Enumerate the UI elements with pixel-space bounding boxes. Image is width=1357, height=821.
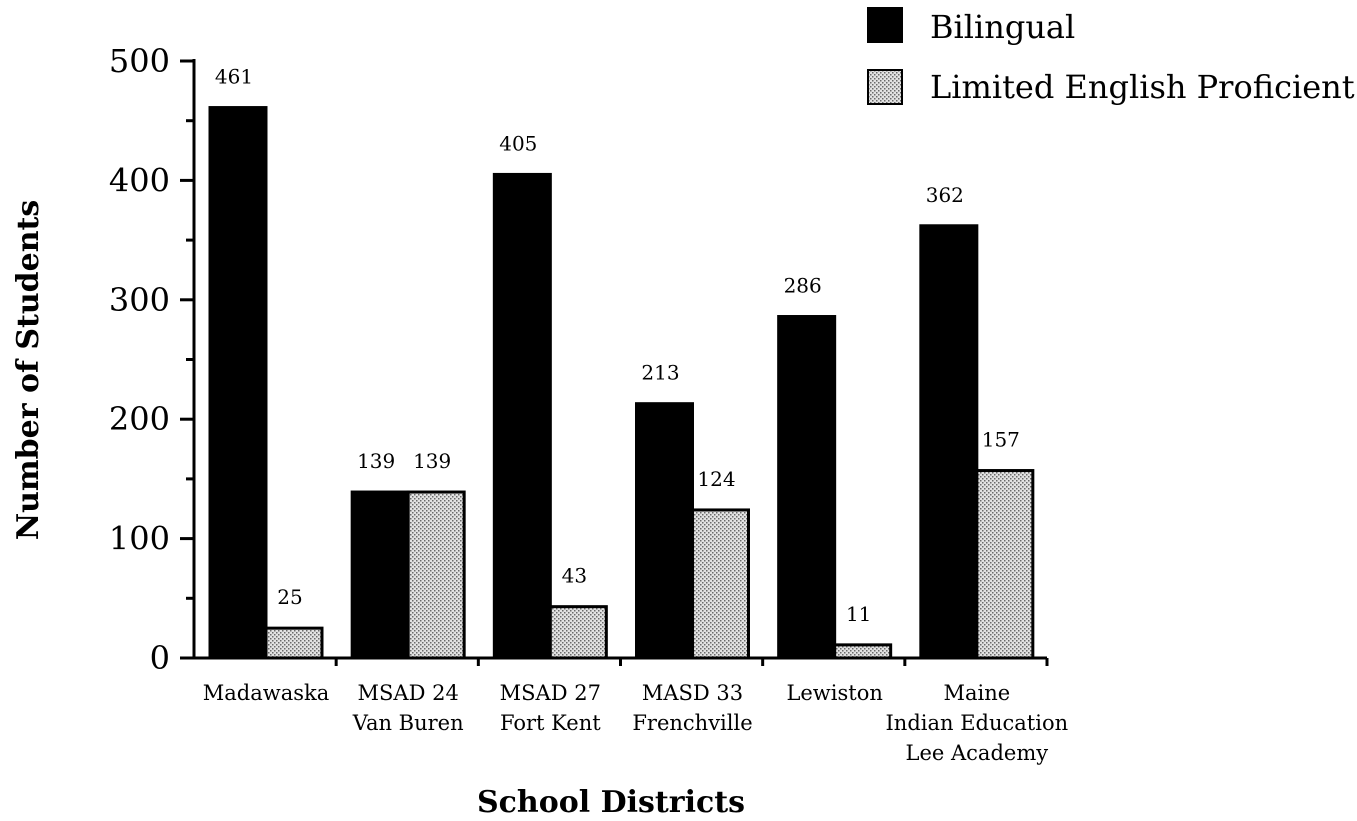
- bar-bilingual: [777, 315, 837, 660]
- data-label: 139: [357, 449, 395, 473]
- data-label: 157: [982, 428, 1020, 452]
- bar-bilingual: [208, 106, 268, 660]
- x-tick-label: MSAD 24: [358, 681, 459, 705]
- bars: [208, 106, 1035, 660]
- bar-limited-english-proficient: [975, 469, 1035, 660]
- x-tick-label: MSAD 27: [500, 681, 601, 705]
- data-label: 139: [413, 449, 451, 473]
- x-tick-label: Van Buren: [352, 711, 464, 735]
- x-tick-label: Lewiston: [786, 681, 882, 705]
- y-tick-label: 0: [150, 639, 170, 677]
- bar-labels: 461 25 139 139 405 43 213 124 286 11 362 157: [215, 65, 1020, 626]
- axes: 0 100 200 300 400 500: [109, 42, 1049, 677]
- data-label: 461: [215, 65, 253, 89]
- data-label: 124: [697, 467, 735, 491]
- data-label: 286: [784, 274, 822, 298]
- legend-swatch-lep: [867, 69, 903, 105]
- bar-bilingual: [635, 402, 694, 660]
- bar-limited-english-proficient: [691, 508, 750, 660]
- bar-limited-english-proficient: [406, 490, 466, 660]
- data-label: 11: [846, 602, 871, 626]
- x-tick-label: Maine: [943, 681, 1010, 705]
- x-tick-label: Madawaska: [203, 681, 330, 705]
- data-label: 25: [277, 585, 302, 609]
- bar-bilingual: [492, 172, 552, 660]
- legend-label-lep: Limited English Proficient: [930, 68, 1355, 106]
- x-axis-title: School Districts: [477, 785, 745, 820]
- y-tick-label: 100: [109, 520, 170, 558]
- x-tick-label: Fort Kent: [500, 711, 601, 735]
- legend-label-bilingual: Bilingual: [930, 8, 1075, 46]
- data-label: 405: [499, 131, 537, 155]
- y-tick-label: 300: [109, 281, 170, 319]
- y-tick-label: 200: [109, 400, 170, 438]
- bar-limited-english-proficient: [833, 643, 893, 660]
- data-label: 213: [641, 361, 679, 385]
- y-tick-label: 400: [109, 161, 170, 199]
- x-tick-labels: Madawaska MSAD 24 Van Buren MSAD 27 Fort Ken…: [203, 681, 1068, 765]
- x-tick-label: MASD 33: [642, 681, 743, 705]
- y-tick-label: 500: [109, 42, 170, 80]
- x-tick-label: Indian Education: [886, 711, 1069, 735]
- bar-limited-english-proficient: [264, 626, 324, 660]
- data-label: 43: [562, 564, 587, 588]
- bar-bilingual: [919, 224, 979, 660]
- y-axis-title: Number of Students: [11, 200, 46, 541]
- bar-bilingual: [350, 490, 410, 660]
- bar-limited-english-proficient: [548, 605, 608, 660]
- legend: Bilingual Limited English Proficient: [867, 7, 1355, 106]
- data-label: 362: [926, 183, 964, 207]
- legend-swatch-bilingual: [867, 7, 903, 43]
- x-tick-label: Frenchville: [632, 711, 752, 735]
- x-tick-label: Lee Academy: [906, 741, 1049, 765]
